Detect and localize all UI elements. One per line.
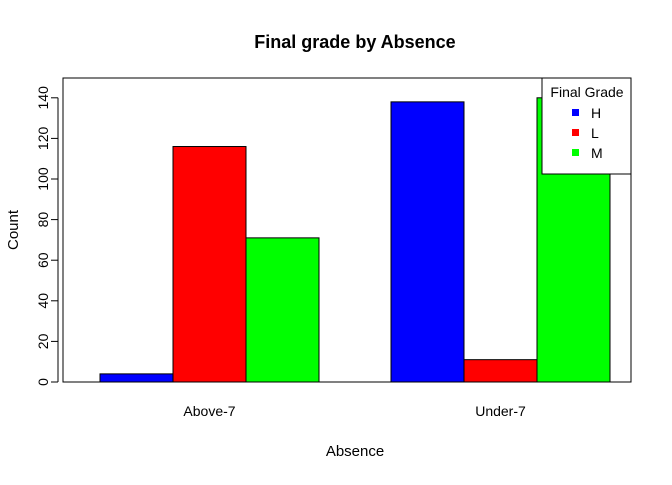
bar-under-7-l — [463, 359, 538, 383]
x-tick-label: Above-7 — [183, 403, 235, 419]
y-axis: 0 20 40 60 80 100 120 140 — [35, 86, 59, 386]
x-axis: Above-7 Under-7 — [183, 403, 526, 419]
bars-group — [99, 97, 611, 383]
legend-box — [541, 77, 632, 175]
legend-items: HLM — [572, 105, 603, 161]
bar-above-7-m — [245, 237, 320, 383]
x-tick-label: Under-7 — [475, 403, 526, 419]
legend-swatch-h — [572, 109, 579, 116]
bar-above-7-h — [99, 373, 174, 383]
y-tick-label: 100 — [35, 167, 51, 191]
legend-label-m: M — [591, 145, 603, 161]
legend-title: Final Grade — [550, 84, 623, 100]
legend-swatch-m — [572, 149, 579, 156]
y-tick-label: 80 — [35, 212, 51, 228]
legend: Final Grade HLM — [541, 77, 632, 175]
y-tick-label: 120 — [35, 127, 51, 151]
bar-under-7-h — [390, 101, 465, 383]
chart-title: Final grade by Absence — [254, 32, 455, 52]
y-tick-label: 20 — [35, 333, 51, 349]
y-tick-label: 40 — [35, 293, 51, 309]
legend-label-h: H — [591, 105, 601, 121]
bar-above-7-l — [172, 146, 247, 383]
y-tick-label: 60 — [35, 252, 51, 268]
y-tick-label: 0 — [35, 378, 51, 386]
legend-label-l: L — [591, 125, 599, 141]
plot-frame — [62, 77, 632, 383]
legend-swatch-l — [572, 129, 579, 136]
y-axis-label: Count — [5, 209, 22, 250]
y-tick-label: 140 — [35, 86, 51, 110]
x-axis-label: Absence — [326, 443, 384, 460]
